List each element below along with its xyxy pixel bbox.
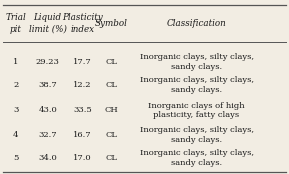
Text: 4: 4 (13, 131, 19, 139)
Text: Classification: Classification (167, 19, 226, 28)
Text: 29.23: 29.23 (36, 58, 60, 66)
Text: Inorganic clays, silty clays,
sandy clays.: Inorganic clays, silty clays, sandy clay… (140, 149, 253, 167)
Text: CL: CL (105, 58, 117, 66)
Text: Inorganic clays, silty clays,
sandy clays.: Inorganic clays, silty clays, sandy clay… (140, 76, 253, 94)
Text: Liquid
limit (%): Liquid limit (%) (29, 13, 67, 34)
Text: CL: CL (105, 131, 117, 139)
Text: Plasticity
index: Plasticity index (62, 13, 103, 34)
Text: 34.0: 34.0 (38, 154, 57, 162)
Text: 33.5: 33.5 (73, 106, 92, 114)
Text: CL: CL (105, 154, 117, 162)
Text: CH: CH (104, 106, 118, 114)
Text: Symbol: Symbol (95, 19, 128, 28)
Text: 43.0: 43.0 (38, 106, 57, 114)
Text: 2: 2 (13, 81, 18, 89)
Text: Inorganic clays of high
plasticity, fatty clays: Inorganic clays of high plasticity, fatt… (148, 102, 245, 119)
Text: 17.7: 17.7 (73, 58, 92, 66)
Text: 1: 1 (13, 58, 18, 66)
Text: 5: 5 (13, 154, 18, 162)
Text: 16.7: 16.7 (73, 131, 92, 139)
Text: 38.7: 38.7 (38, 81, 57, 89)
Text: 17.0: 17.0 (73, 154, 92, 162)
Text: CL: CL (105, 81, 117, 89)
Text: Inorganic clays, silty clays,
sandy clays.: Inorganic clays, silty clays, sandy clay… (140, 53, 253, 71)
Text: 32.7: 32.7 (38, 131, 57, 139)
Text: 12.2: 12.2 (73, 81, 92, 89)
Text: Trial
pit: Trial pit (5, 13, 26, 34)
Text: 3: 3 (13, 106, 18, 114)
Text: Inorganic clays, silty clays,
sandy clays.: Inorganic clays, silty clays, sandy clay… (140, 126, 253, 144)
